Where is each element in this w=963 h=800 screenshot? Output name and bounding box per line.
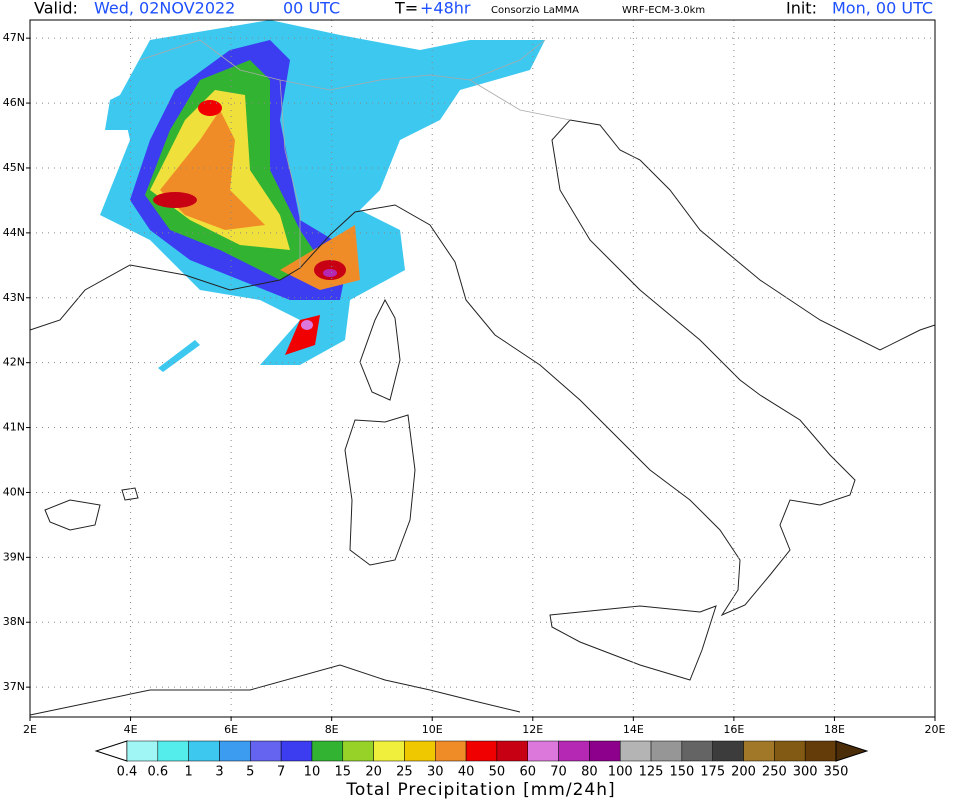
island-sicily xyxy=(549,605,717,681)
valid-label: Valid: xyxy=(34,0,78,18)
colorbar-label: 0.4 xyxy=(117,765,138,780)
lat-tick-label: 38N xyxy=(3,615,25,628)
lon-tick-label: 6E xyxy=(224,723,238,736)
colorbar-box xyxy=(712,740,744,762)
init-label: Init: xyxy=(786,0,817,18)
lat-tick-label: 40N xyxy=(3,485,25,498)
precip-core xyxy=(301,320,313,330)
lon-tick-label: 10E xyxy=(422,723,443,736)
colorbar-label: 80 xyxy=(581,765,598,780)
lat-tick-label: 45N xyxy=(3,161,25,174)
precip-light xyxy=(158,340,200,372)
lon-tick-label: 4E xyxy=(124,723,138,736)
lat-tick-label: 44N xyxy=(3,226,25,239)
colorbar-low-arrow xyxy=(94,740,128,762)
colorbar-box xyxy=(250,740,282,762)
lead-value: +48hr xyxy=(420,0,471,18)
lon-tick-label: 16E xyxy=(723,723,744,736)
lon-tick-label: 12E xyxy=(522,723,543,736)
map-frame xyxy=(29,19,936,718)
colorbar-label: 125 xyxy=(639,765,664,780)
colorbar-box xyxy=(589,740,621,762)
colorbar-box xyxy=(619,740,652,762)
lon-tick-label: 14E xyxy=(623,723,644,736)
colorbar-label: 40 xyxy=(458,765,475,780)
colorbar-label: 5 xyxy=(246,765,254,780)
precip-core xyxy=(153,192,197,208)
lat-tick-label: 41N xyxy=(3,421,25,434)
precip-core xyxy=(323,269,337,277)
border xyxy=(139,39,571,268)
colorbar-label: 25 xyxy=(396,765,413,780)
lat-tick-label: 46N xyxy=(3,96,25,109)
colorbar-label: 3 xyxy=(215,765,223,780)
lat-tick-label: 43N xyxy=(3,291,25,304)
precipitation-field xyxy=(100,20,545,372)
lon-tick-label: 8E xyxy=(325,723,339,736)
source: Consorzio LaMMA xyxy=(491,5,579,16)
colorbar-label: 30 xyxy=(427,765,444,780)
colorbar-box xyxy=(496,740,528,762)
colorbar-label: 50 xyxy=(489,765,506,780)
lead-label: T= xyxy=(394,0,418,18)
colorbar-box xyxy=(681,740,713,762)
colorbar-box xyxy=(311,740,344,762)
coastlines xyxy=(29,39,936,716)
init-value: Mon, 00 UTC xyxy=(832,0,933,18)
colorbar-label: 300 xyxy=(793,765,818,780)
island-sardinia xyxy=(344,414,416,566)
lat-tick-label: 47N xyxy=(3,31,25,44)
colorbar-box xyxy=(373,740,405,762)
coastline xyxy=(29,119,856,617)
colorbar-box xyxy=(126,740,159,762)
lat-tick-label: 39N xyxy=(3,550,25,563)
colorbar-box xyxy=(743,740,775,762)
colorbar-label: 60 xyxy=(519,765,536,780)
island-corsica xyxy=(359,298,401,401)
colorbar-box xyxy=(527,740,559,762)
colorbar-label: 20 xyxy=(365,765,382,780)
lon-tick-label: 20E xyxy=(925,723,946,736)
island-mallorca xyxy=(44,499,101,531)
coastline xyxy=(639,159,936,351)
colorbar-label: 200 xyxy=(731,765,756,780)
colorbar-box xyxy=(804,740,837,762)
colorbar-label: 350 xyxy=(824,765,849,780)
colorbar-label: 10 xyxy=(304,765,321,780)
colorbar-label: 1 xyxy=(185,765,193,780)
colorbar-label: 250 xyxy=(762,765,787,780)
valid-time: 00 UTC xyxy=(283,0,340,18)
colorbar-label: 70 xyxy=(550,765,567,780)
colorbar-box xyxy=(435,740,467,762)
precip-core xyxy=(198,100,222,116)
colorbar-box xyxy=(650,740,683,762)
colorbar-title: Total Precipitation [mm/24h] xyxy=(345,780,615,800)
colorbar-box xyxy=(219,740,251,762)
lon-tick-label: 18E xyxy=(824,723,845,736)
valid-value: Wed, 02NOV2022 xyxy=(94,0,235,18)
colorbar-label: 15 xyxy=(335,765,352,780)
lat-tick-label: 42N xyxy=(3,356,25,369)
island-menorca xyxy=(121,487,139,501)
colorbar-box xyxy=(465,740,498,762)
lon-tick-label: 2E xyxy=(23,723,37,736)
colorbar-box xyxy=(774,740,806,762)
coastline-africa xyxy=(29,664,521,716)
colorbar-label: 175 xyxy=(700,765,725,780)
colorbar-box xyxy=(157,740,189,762)
colorbar-high-arrow xyxy=(835,740,869,762)
colorbar-box xyxy=(188,740,220,762)
colorbar-label: 7 xyxy=(277,765,285,780)
model: WRF-ECM-3.0km xyxy=(622,5,705,16)
lat-tick-label: 37N xyxy=(3,680,25,693)
precip-light xyxy=(105,90,130,130)
colorbar-box xyxy=(280,740,313,762)
colorbar-box xyxy=(558,740,590,762)
colorbar-label: 100 xyxy=(608,765,633,780)
colorbar-box xyxy=(342,740,374,762)
colorbar-box xyxy=(404,740,436,762)
colorbar-label: 0.6 xyxy=(147,765,168,780)
colorbar-label: 150 xyxy=(669,765,694,780)
